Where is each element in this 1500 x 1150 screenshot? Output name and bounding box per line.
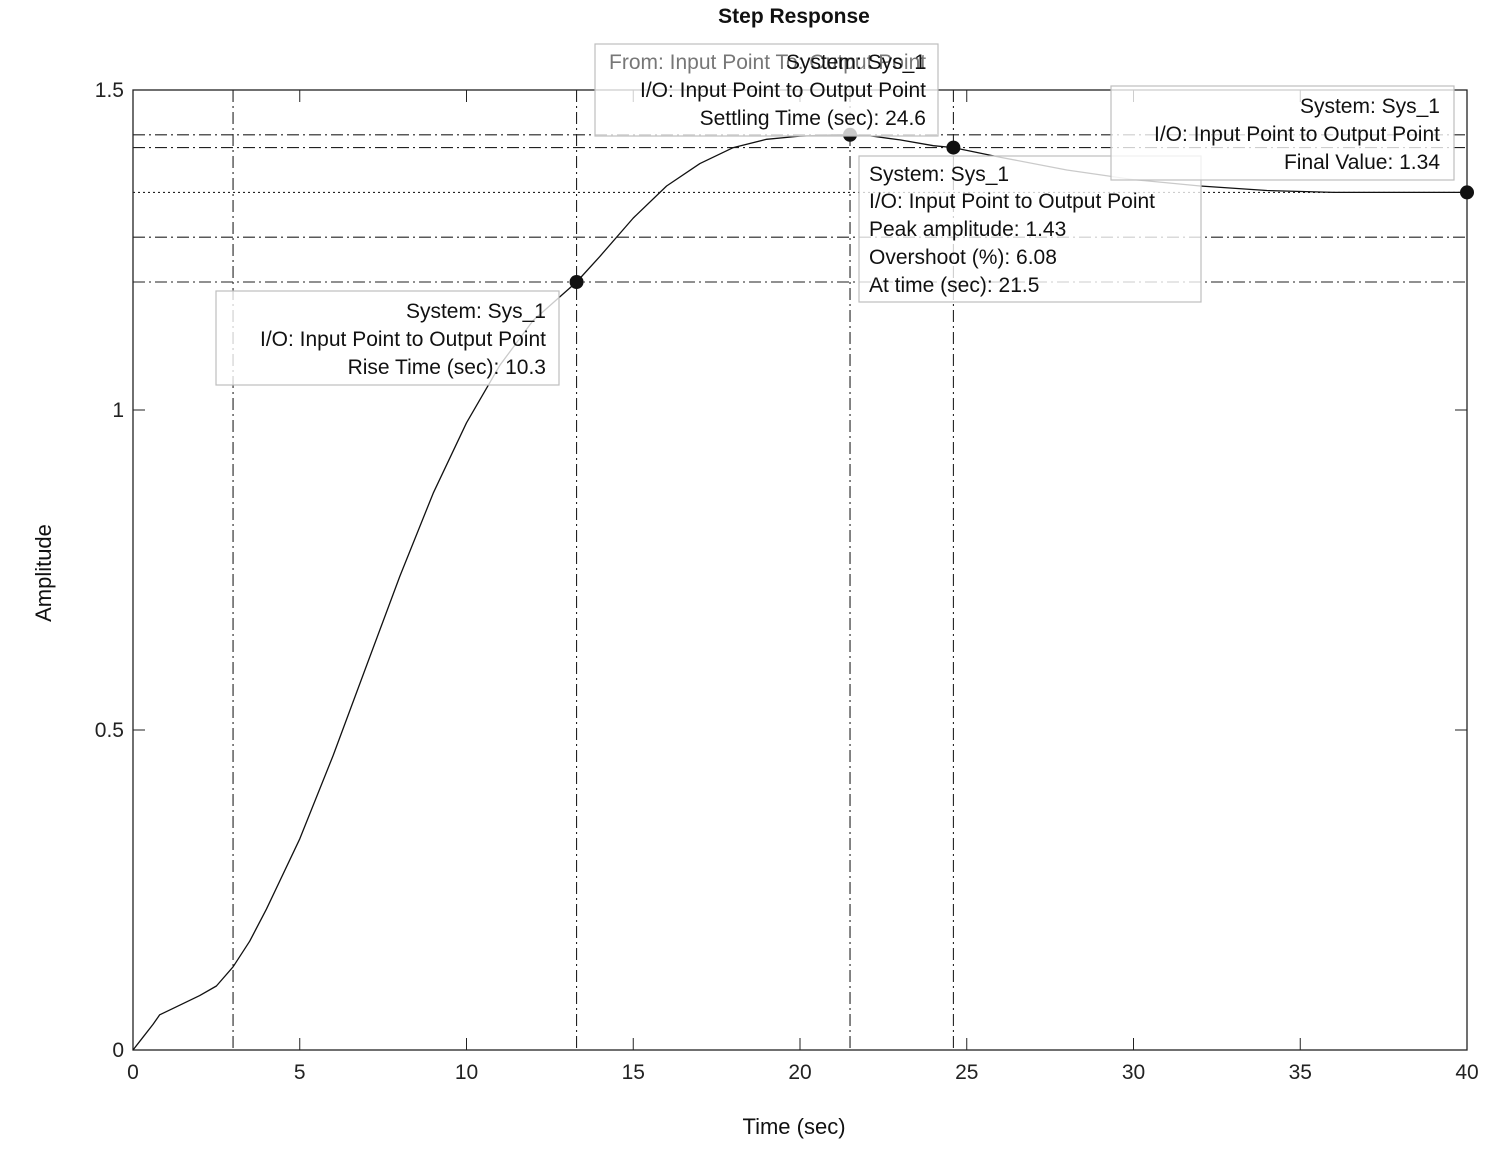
peak-io-label: I/O: Input Point to Output Point — [869, 190, 1155, 213]
y-tick-label-3: 1.5 — [95, 79, 124, 102]
x-tick-label-4: 20 — [788, 1061, 811, 1084]
settling-time-value: Settling Time (sec): 24.6 — [700, 107, 926, 130]
settling-time-from-to-label: From: Input Point To: Output Point — [609, 51, 926, 74]
rise-time-io-label: I/O: Input Point to Output Point — [260, 328, 546, 351]
settling-time-datatip[interactable]: From: Input Point To: Output Point Syste… — [594, 43, 939, 137]
peak-time-value: At time (sec): 21.5 — [869, 274, 1039, 297]
marker-0[interactable] — [569, 275, 584, 289]
x-axis-label: Time (sec) — [742, 1114, 845, 1139]
rise-time-system-label: System: Sys_1 — [406, 300, 546, 323]
y-tick-label-0: 0 — [112, 1039, 124, 1062]
rise-time-datatip-box — [215, 290, 560, 386]
rise-time-value: Rise Time (sec): 10.3 — [348, 356, 546, 379]
x-tick-label-7: 35 — [1289, 1061, 1312, 1084]
final-value: Final Value: 1.34 — [1284, 151, 1440, 174]
marker-2[interactable] — [946, 140, 961, 155]
peak-system-label: System: Sys_1 — [869, 163, 1009, 186]
final-value-datatip[interactable]: System: Sys_1 I/O: Input Point to Output… — [1110, 85, 1455, 181]
marker-3[interactable] — [1460, 185, 1474, 200]
y-axis-label: Amplitude — [31, 524, 56, 622]
overshoot-value: Overshoot (%): 6.08 — [869, 246, 1057, 269]
x-tick-label-8: 40 — [1455, 1061, 1478, 1084]
final-io-label: I/O: Input Point to Output Point — [1154, 123, 1440, 146]
x-tick-label-0: 0 — [127, 1061, 139, 1084]
settling-time-io-label: I/O: Input Point to Output Point — [640, 79, 926, 102]
tick-labels: 0 5 10 15 20 25 30 35 40 0 0.5 1 1.5 — [95, 79, 1479, 1084]
reference-lines — [133, 90, 1467, 1050]
x-tick-label-2: 10 — [455, 1061, 478, 1084]
final-value-datatip-box — [1110, 85, 1455, 181]
x-tick-label-3: 15 — [622, 1061, 645, 1084]
x-tick-label-6: 30 — [1122, 1061, 1145, 1084]
x-tick-label-1: 5 — [294, 1061, 306, 1084]
chart-title: Step Response — [718, 5, 870, 28]
rise-time-datatip[interactable]: System: Sys_1 I/O: Input Point to Output… — [215, 290, 560, 386]
peak-amplitude-value: Peak amplitude: 1.43 — [869, 218, 1066, 241]
final-system-label: System: Sys_1 — [1300, 95, 1440, 118]
x-tick-label-5: 25 — [955, 1061, 978, 1084]
y-tick-label-2: 1 — [112, 399, 124, 422]
settling-time-system-label: System: Sys_1 — [786, 51, 926, 74]
y-tick-label-1: 0.5 — [95, 719, 124, 742]
plot-area — [132, 89, 1468, 1051]
settling-time-datatip-box — [594, 43, 939, 137]
